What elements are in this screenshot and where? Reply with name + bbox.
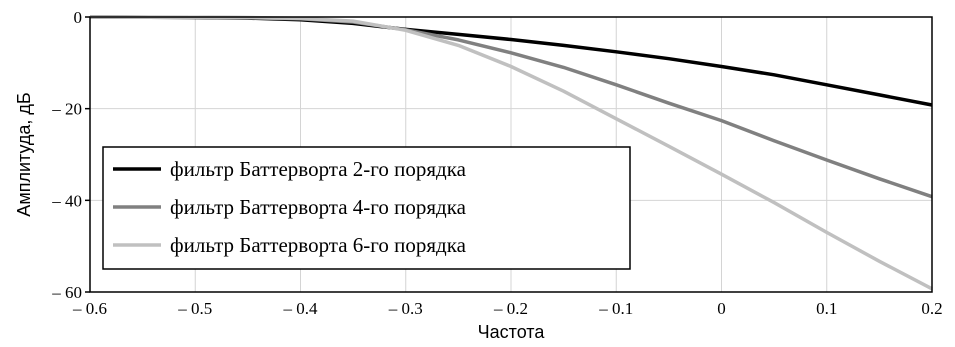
x-tick-label: – 0.3 [388,299,423,318]
series-line-3 [89,15,933,291]
x-tick-label: – 0.4 [283,299,319,318]
x-tick-label: – 0.6 [72,299,107,318]
y-axis-title: Амплитуда, дБ [14,92,34,216]
axis-ticks: – 0.6 – 0.5 – 0.4 – 0.3 – 0.2 – 0.1 0 0.1 0.2 0 – … [51,8,942,318]
x-tick-label: – 0.2 [493,299,528,318]
x-tick-label: – 0.1 [598,299,633,318]
series-lines [89,15,933,291]
y-tick-label: – 40 [51,191,82,210]
x-tick-label: 0.2 [921,299,942,318]
legend-box [102,146,631,270]
legend-label: фильтр Баттерворта 2-го порядка [170,157,467,181]
legend: фильтр Баттерворта 2-го порядка фильтр Ба… [102,146,631,270]
x-tick-label: – 0.5 [177,299,212,318]
y-tick-label: – 20 [51,100,82,119]
legend-label: фильтр Баттерворта 4-го порядка [170,195,467,219]
y-tick-label: – 60 [51,283,82,302]
plot-frame [89,16,933,293]
legend-label: фильтр Баттерворта 6-го порядка [170,233,467,257]
x-tick-label: 0.1 [816,299,837,318]
x-axis-title: Частота [478,322,546,342]
y-tick-label: 0 [74,8,83,27]
x-tick-label: 0 [717,299,726,318]
